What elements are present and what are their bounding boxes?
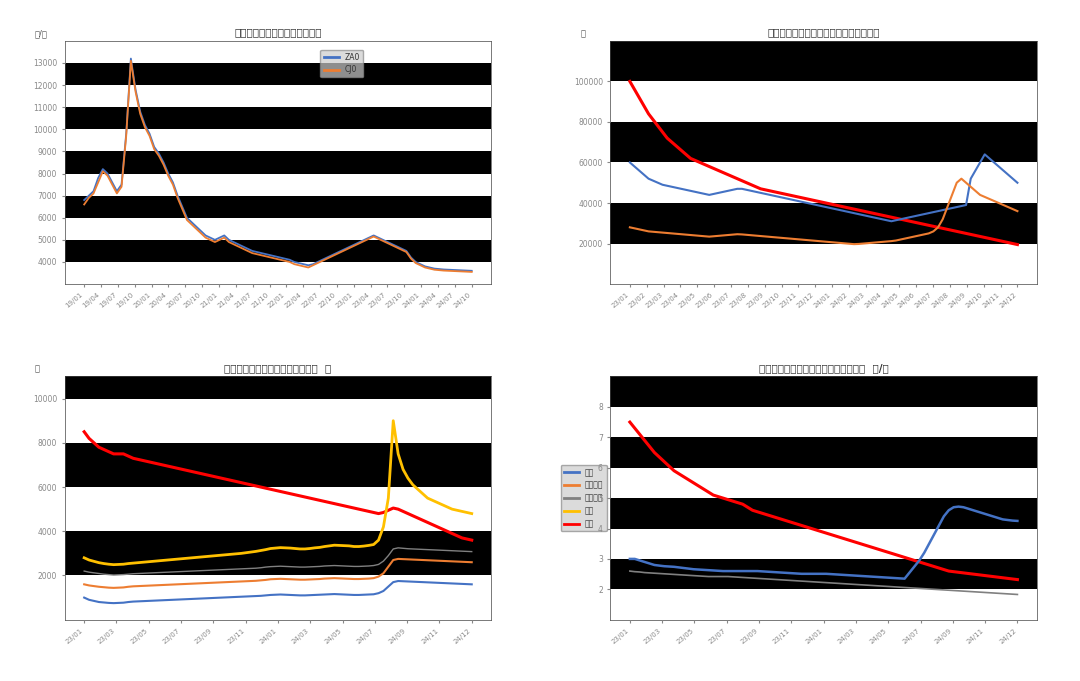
- Legend: 仓单, 注册仓单, 有效预报, 总量, 主力: 仓单, 注册仓单, 有效预报, 总量, 主力: [561, 465, 607, 531]
- Bar: [610, 468, 1037, 498]
- Bar: [65, 107, 491, 129]
- Line: CJ0: CJ0: [84, 61, 472, 272]
- ZA0: [78, 196, 91, 204]
- Bar: [65, 218, 491, 240]
- Bar: [610, 163, 1037, 203]
- Bar: [65, 85, 491, 107]
- Bar: [610, 559, 1037, 589]
- Bar: [610, 82, 1037, 122]
- CJ0: [395, 246, 408, 254]
- Title: 郑州红枣期货主力合约价格走势: 郑州红枣期货主力合约价格走势: [234, 27, 322, 37]
- ZA0: [377, 236, 390, 244]
- Bar: [65, 262, 491, 284]
- Bar: [65, 129, 491, 151]
- Bar: [610, 437, 1037, 468]
- Title: 郑州红枣期货主力合约基差及价差走势  元/吨: 郑州红枣期货主力合约基差及价差走势 元/吨: [759, 363, 889, 373]
- Bar: [65, 575, 491, 620]
- Bar: [610, 589, 1037, 620]
- Text: 手: 手: [35, 364, 40, 374]
- Bar: [610, 244, 1037, 284]
- Bar: [65, 151, 491, 174]
- CJ0: [82, 194, 95, 202]
- Bar: [610, 498, 1037, 528]
- Bar: [65, 487, 491, 531]
- ZA0: [395, 244, 408, 253]
- Bar: [65, 240, 491, 262]
- ZA0: [82, 191, 95, 200]
- CJ0: [274, 255, 287, 264]
- ZA0: [465, 267, 478, 275]
- Text: 元/吨: 元/吨: [35, 29, 48, 38]
- Title: 郑州红枣期货仓单及注册仓单数量  张: 郑州红枣期货仓单及注册仓单数量 张: [225, 363, 332, 373]
- Bar: [65, 174, 491, 195]
- Title: 郑州红枣期货各合约持仓量及成交量对比: 郑州红枣期货各合约持仓量及成交量对比: [768, 27, 880, 37]
- ZA0: [124, 54, 137, 63]
- CJ0: [78, 200, 91, 208]
- Line: ZA0: ZA0: [84, 59, 472, 271]
- CJ0: [255, 251, 268, 259]
- ZA0: [255, 249, 268, 257]
- ZA0: [102, 170, 114, 178]
- Bar: [65, 531, 491, 575]
- Bar: [65, 41, 491, 63]
- ZA0: [274, 253, 287, 262]
- CJ0: [465, 268, 478, 276]
- CJ0: [102, 172, 114, 180]
- CJ0: [377, 237, 390, 245]
- Bar: [65, 63, 491, 85]
- Bar: [610, 203, 1037, 244]
- Bar: [610, 122, 1037, 163]
- Bar: [610, 407, 1037, 437]
- Bar: [610, 377, 1037, 407]
- Bar: [65, 195, 491, 218]
- Bar: [65, 398, 491, 443]
- Bar: [65, 443, 491, 487]
- Text: 手: 手: [581, 29, 585, 38]
- Legend: ZA0, CJ0: ZA0, CJ0: [321, 50, 363, 78]
- Bar: [610, 528, 1037, 559]
- Bar: [65, 377, 491, 398]
- CJ0: [124, 57, 137, 65]
- Bar: [610, 41, 1037, 82]
